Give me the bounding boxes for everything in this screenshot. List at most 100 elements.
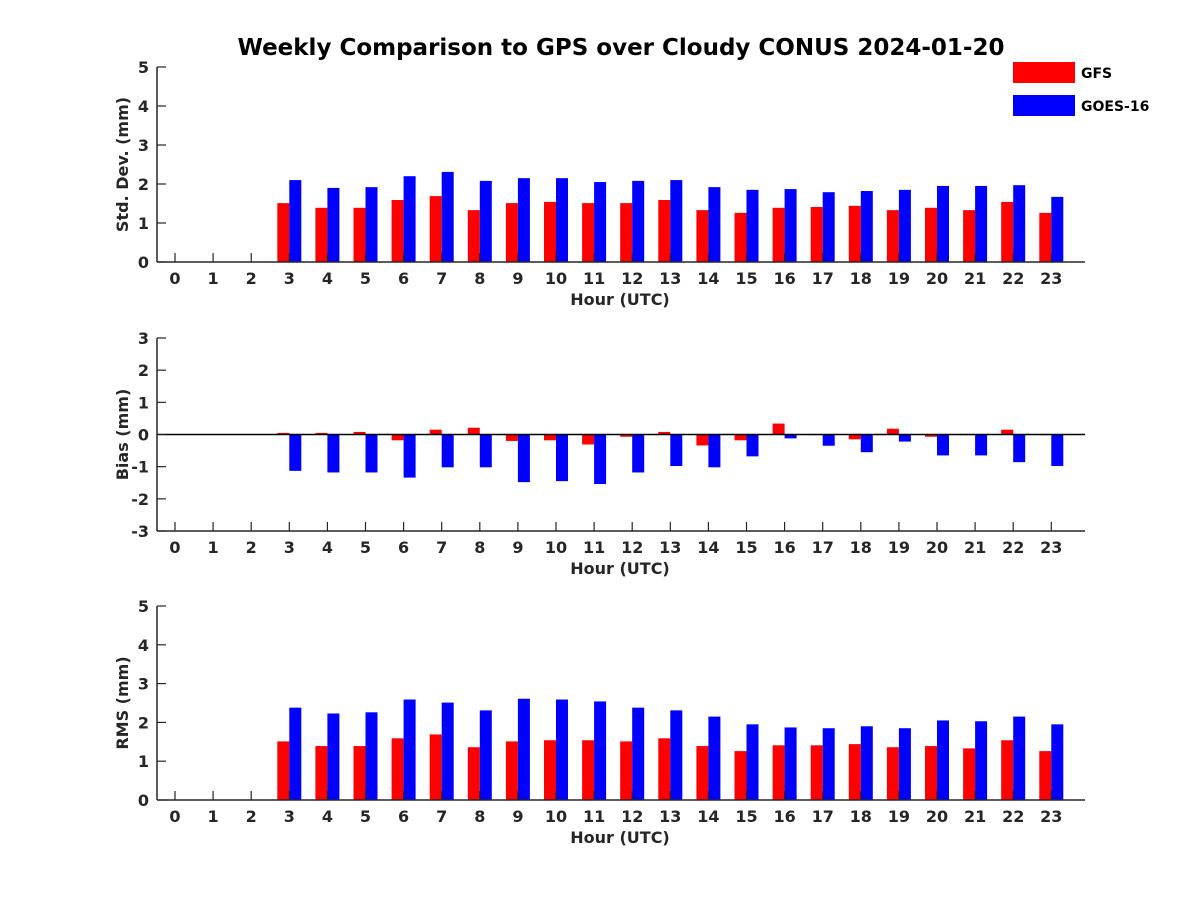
y-tick-label: 5 bbox=[138, 58, 149, 77]
x-tick-label: 12 bbox=[621, 269, 643, 288]
x-tick-label: 21 bbox=[964, 807, 986, 826]
bar-goes-16-hour-19 bbox=[898, 728, 911, 800]
bar-gfs-hour-5 bbox=[353, 431, 366, 435]
bar-gfs-hour-11 bbox=[582, 740, 595, 800]
x-tick-label: 8 bbox=[474, 538, 485, 557]
x-tick-label: 11 bbox=[583, 538, 605, 557]
bar-goes-16-hour-7 bbox=[441, 702, 454, 800]
bar-goes-16-hour-20 bbox=[937, 720, 949, 800]
x-tick-label: 0 bbox=[169, 538, 180, 557]
x-axis-label: Hour (UTC) bbox=[570, 828, 670, 847]
y-tick-label: 3 bbox=[138, 136, 149, 155]
x-tick-label: 4 bbox=[322, 538, 333, 557]
bar-gfs-hour-13 bbox=[658, 431, 671, 435]
x-tick-label: 7 bbox=[436, 538, 447, 557]
y-tick-label: -2 bbox=[131, 490, 149, 509]
x-tick-label: 23 bbox=[1040, 538, 1062, 557]
bar-goes-16-hour-3 bbox=[289, 434, 302, 471]
bar-gfs-hour-14 bbox=[696, 434, 709, 446]
bar-gfs-hour-9 bbox=[505, 434, 518, 441]
x-tick-label: 9 bbox=[512, 269, 523, 288]
y-tick-label: 2 bbox=[138, 361, 149, 380]
bar-gfs-hour-7 bbox=[429, 196, 442, 262]
bar-goes-16-hour-15 bbox=[746, 434, 759, 457]
y-axis-label: Std. Dev. (mm) bbox=[113, 97, 132, 232]
bar-gfs-hour-11 bbox=[582, 203, 595, 262]
x-tick-label: 20 bbox=[926, 807, 948, 826]
bar-goes-16-hour-18 bbox=[860, 434, 873, 453]
bar-gfs-hour-8 bbox=[467, 427, 480, 435]
bar-goes-16-hour-21 bbox=[975, 185, 988, 262]
bar-gfs-hour-10 bbox=[544, 740, 556, 800]
legend-swatch-gfs bbox=[1013, 62, 1075, 83]
x-tick-label: 3 bbox=[284, 807, 295, 826]
bar-gfs-hour-9 bbox=[505, 203, 518, 262]
bar-gfs-hour-22 bbox=[1001, 740, 1014, 800]
bar-gfs-hour-18 bbox=[848, 205, 861, 262]
bar-gfs-hour-12 bbox=[620, 434, 633, 437]
bar-goes-16-hour-10 bbox=[556, 434, 568, 482]
bar-goes-16-hour-11 bbox=[594, 182, 607, 262]
bar-goes-16-hour-19 bbox=[898, 434, 911, 442]
bar-goes-16-hour-21 bbox=[975, 721, 988, 800]
x-tick-label: 3 bbox=[284, 538, 295, 557]
x-tick-label: 16 bbox=[773, 269, 795, 288]
y-tick-label: 0 bbox=[138, 426, 149, 445]
bar-gfs-hour-3 bbox=[277, 741, 290, 800]
bar-goes-16-hour-3 bbox=[289, 180, 302, 262]
bar-goes-16-hour-8 bbox=[479, 434, 492, 468]
x-tick-label: 17 bbox=[812, 538, 834, 557]
bar-goes-16-hour-6 bbox=[403, 699, 416, 800]
x-tick-label: 10 bbox=[545, 807, 567, 826]
bar-goes-16-hour-4 bbox=[327, 187, 340, 262]
bar-gfs-hour-19 bbox=[886, 428, 899, 435]
bar-goes-16-hour-16 bbox=[784, 727, 797, 800]
y-tick-label: 0 bbox=[138, 791, 149, 810]
bar-goes-16-hour-12 bbox=[632, 180, 645, 262]
bar-gfs-hour-4 bbox=[315, 432, 328, 435]
x-tick-label: 15 bbox=[735, 269, 757, 288]
legend-label-goes-16: GOES-16 bbox=[1081, 99, 1149, 115]
bar-gfs-hour-15 bbox=[734, 434, 747, 441]
bar-goes-16-hour-17 bbox=[822, 434, 835, 446]
x-tick-label: 21 bbox=[964, 269, 986, 288]
x-tick-label: 13 bbox=[659, 807, 681, 826]
x-tick-label: 18 bbox=[850, 269, 872, 288]
bar-goes-16-hour-10 bbox=[556, 699, 568, 800]
y-tick-label: 1 bbox=[138, 752, 149, 771]
x-tick-label: 4 bbox=[322, 269, 333, 288]
bar-goes-16-hour-13 bbox=[670, 710, 683, 800]
bar-gfs-hour-12 bbox=[620, 741, 633, 800]
bar-gfs-hour-17 bbox=[810, 207, 823, 262]
x-tick-label: 12 bbox=[621, 538, 643, 557]
bar-gfs-hour-4 bbox=[315, 207, 328, 262]
y-axis-label: Bias (mm) bbox=[113, 389, 132, 481]
x-tick-label: 8 bbox=[474, 807, 485, 826]
bar-goes-16-hour-12 bbox=[632, 434, 645, 473]
bar-goes-16-hour-14 bbox=[708, 716, 721, 800]
x-tick-label: 12 bbox=[621, 807, 643, 826]
bar-gfs-hour-23 bbox=[1039, 751, 1052, 800]
x-tick-label: 3 bbox=[284, 269, 295, 288]
y-tick-label: 2 bbox=[138, 713, 149, 732]
bar-goes-16-hour-8 bbox=[479, 710, 492, 800]
bar-goes-16-hour-4 bbox=[327, 434, 340, 473]
bar-gfs-hour-7 bbox=[429, 734, 442, 800]
bar-goes-16-hour-16 bbox=[784, 434, 797, 439]
bar-gfs-hour-11 bbox=[582, 434, 595, 445]
bar-gfs-hour-19 bbox=[886, 210, 899, 262]
bar-gfs-hour-6 bbox=[391, 738, 404, 800]
bar-gfs-hour-19 bbox=[886, 747, 899, 800]
x-tick-label: 13 bbox=[659, 538, 681, 557]
bar-gfs-hour-20 bbox=[925, 746, 937, 800]
x-tick-label: 9 bbox=[512, 538, 523, 557]
bar-gfs-hour-6 bbox=[391, 199, 404, 262]
bar-gfs-hour-18 bbox=[848, 434, 861, 440]
x-tick-label: 15 bbox=[735, 807, 757, 826]
x-tick-label: 0 bbox=[169, 807, 180, 826]
x-tick-label: 17 bbox=[812, 269, 834, 288]
x-tick-label: 0 bbox=[169, 269, 180, 288]
bar-goes-16-hour-8 bbox=[479, 180, 492, 262]
